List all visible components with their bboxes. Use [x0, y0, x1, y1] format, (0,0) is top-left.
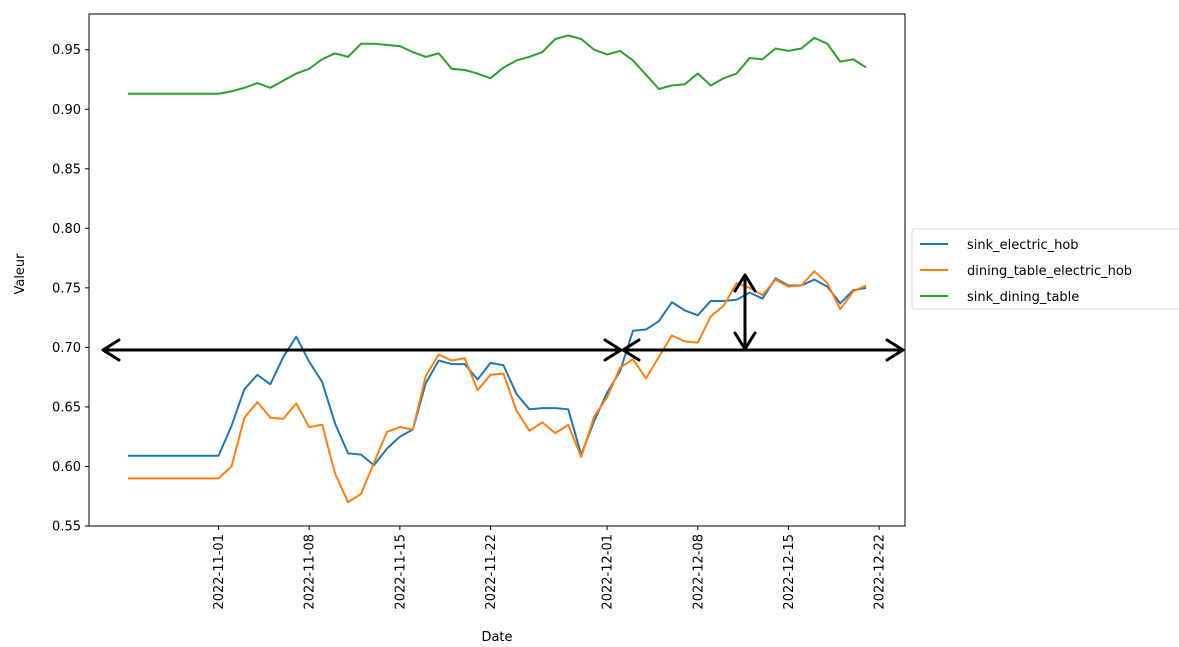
y-tick-label: 0.95 — [52, 43, 81, 58]
y-tick-label: 0.80 — [52, 222, 81, 237]
x-tick-label: 2022-11-01 — [212, 534, 227, 610]
legend-label-dining-table-electric-hob: dining_table_electric_hob — [967, 264, 1132, 279]
x-tick-label: 2022-12-22 — [873, 534, 888, 610]
x-tick-label: 2022-11-08 — [303, 534, 318, 610]
x-tick-label: 2022-12-15 — [782, 534, 797, 610]
y-tick-label: 0.70 — [52, 341, 81, 356]
y-tick-label: 0.75 — [52, 281, 81, 296]
x-tick-label: 2022-12-08 — [691, 534, 706, 610]
x-tick-label: 2022-11-15 — [393, 534, 408, 610]
x-axis-label: Date — [481, 630, 512, 645]
y-tick-label: 0.85 — [52, 162, 81, 177]
x-tick-label: 2022-12-01 — [601, 534, 616, 610]
y-axis-label: Valeur — [13, 253, 28, 295]
y-tick-label: 0.55 — [52, 520, 81, 535]
x-tick-label: 2022-11-22 — [484, 534, 499, 610]
legend-label-sink-dining-table: sink_dining_table — [967, 290, 1079, 305]
plot-area — [89, 14, 905, 526]
x-axis: 2022-11-01 2022-11-08 2022-11-15 2022-11-22… — [212, 526, 888, 610]
y-tick-label: 0.90 — [52, 103, 81, 118]
y-axis: 0.55 0.60 0.65 0.70 0.75 0.80 0.85 0.90 0.95 — [52, 43, 89, 534]
legend-label-sink-electric-hob: sink_electric_hob — [967, 238, 1079, 253]
y-tick-label: 0.60 — [52, 460, 81, 475]
legend: sink_electric_hob dining_table_electric_… — [912, 229, 1179, 309]
y-tick-label: 0.65 — [52, 400, 81, 415]
